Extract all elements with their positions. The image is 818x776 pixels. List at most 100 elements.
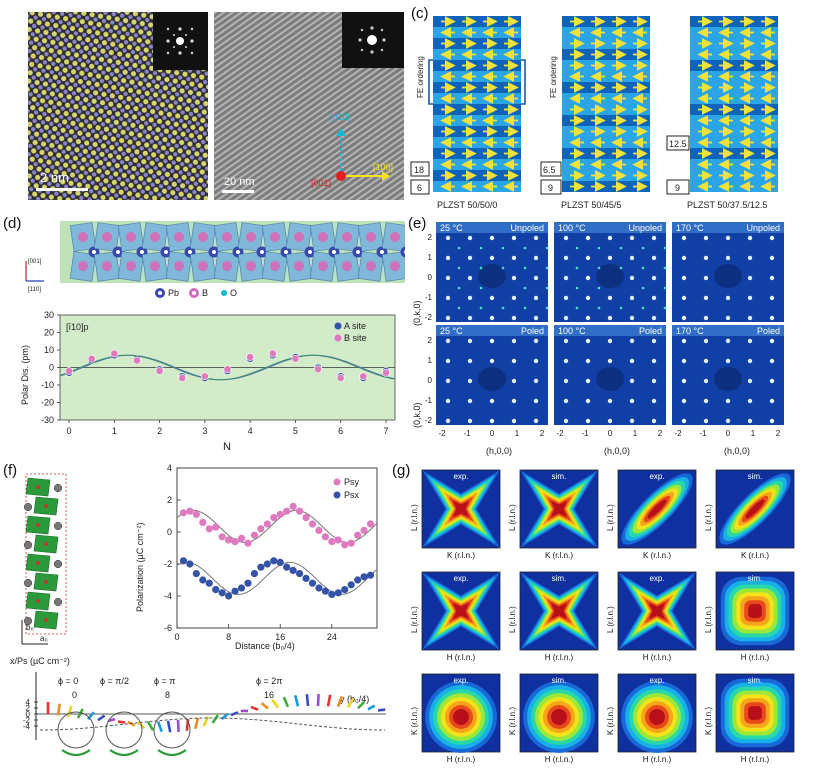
psy-point bbox=[237, 534, 246, 542]
bragg-peak bbox=[533, 418, 539, 424]
bragg-peak bbox=[681, 295, 687, 301]
domain-stripe bbox=[562, 115, 650, 126]
contour-level bbox=[453, 709, 469, 725]
tile-header bbox=[436, 325, 548, 336]
psx-point bbox=[205, 579, 213, 587]
bragg-peak bbox=[651, 358, 657, 364]
contour-map: exp. L (r.l.n.) H (r.l.n.) bbox=[410, 571, 501, 662]
domain-stripe bbox=[433, 49, 521, 60]
bragg-peak bbox=[533, 295, 539, 301]
pb-atom-center bbox=[260, 250, 264, 254]
bragg-peak bbox=[703, 275, 709, 281]
bragg-peak bbox=[445, 295, 451, 301]
psx-point bbox=[192, 570, 200, 578]
caption-c3: PLZST 50/37.5/12.5 bbox=[687, 200, 767, 210]
map-tag: sim. bbox=[552, 472, 567, 481]
polarization-arrow bbox=[107, 717, 116, 723]
map-tag: exp. bbox=[649, 472, 664, 481]
superlattice-peak bbox=[597, 286, 601, 290]
y-tick-label: -1 bbox=[425, 396, 433, 405]
panel-d-chart: -30 -20 -10 0 10 20 30 0 1 2 3 4 5 6 7 [ī10]p A site B… bbox=[20, 310, 396, 453]
x-tick-label: 0 bbox=[726, 429, 731, 438]
o-atom bbox=[44, 542, 48, 546]
psx-point bbox=[347, 581, 355, 589]
psx-point bbox=[334, 589, 342, 597]
superlattice-peak bbox=[641, 246, 645, 250]
superlattice-peak bbox=[597, 266, 601, 270]
domain-stripe bbox=[562, 137, 650, 148]
contour-level bbox=[550, 602, 568, 620]
x-tick-label: 2 bbox=[658, 429, 663, 438]
superlattice-peak bbox=[545, 306, 549, 310]
bragg-peak bbox=[703, 418, 709, 424]
b-site-atom bbox=[222, 232, 232, 242]
bragg-peak bbox=[563, 315, 569, 321]
polarization-arrow bbox=[56, 703, 61, 716]
superlattice-peak bbox=[479, 266, 483, 270]
x-tick-label: 0 bbox=[67, 426, 72, 436]
x-tick-label: 6 bbox=[338, 426, 343, 436]
tile-state: Unpoled bbox=[628, 223, 662, 233]
bragg-peak bbox=[681, 398, 687, 404]
superlattice-peak bbox=[479, 306, 483, 310]
domain-stripe bbox=[690, 16, 778, 27]
domain-stripe bbox=[562, 104, 650, 115]
phi-2pi: ϕ = 2π bbox=[256, 676, 283, 686]
bragg-peak bbox=[563, 295, 569, 301]
bragg-peak bbox=[585, 315, 591, 321]
bragg-peak bbox=[445, 338, 451, 344]
y-tick-label: -2 bbox=[164, 559, 172, 569]
contour-map: exp. K (r.l.n.) H (r.l.n.) bbox=[606, 673, 697, 764]
b-site-atom bbox=[390, 261, 400, 271]
polarization-arrow bbox=[316, 693, 320, 707]
bragg-peak bbox=[769, 275, 775, 281]
bragg-peak bbox=[703, 378, 709, 384]
polarization-arrow bbox=[97, 714, 106, 722]
bragg-peak bbox=[703, 295, 709, 301]
x-tick-label: 8 bbox=[226, 632, 231, 642]
a-site-atom bbox=[23, 502, 33, 512]
b-site-atom bbox=[318, 232, 328, 242]
bragg-peak bbox=[629, 295, 635, 301]
map-ylabel: K (r.l.n.) bbox=[606, 707, 615, 735]
panel-label-a: (a) bbox=[3, 5, 22, 22]
bragg-peak bbox=[585, 378, 591, 384]
contour-map: sim. K (r.l.n.) H (r.l.n.) bbox=[508, 673, 599, 764]
bragg-peak bbox=[511, 275, 517, 281]
bragg-peak bbox=[747, 358, 753, 364]
bragg-peak bbox=[563, 275, 569, 281]
tile-temp: 100 °C bbox=[558, 223, 586, 233]
wave-ylabel: x/Ps (µC cm⁻²) bbox=[10, 656, 70, 666]
psx-point bbox=[186, 560, 194, 568]
axis-tag-d-1: [001] bbox=[28, 259, 42, 265]
domain-stripe bbox=[433, 126, 521, 137]
b-site-atom bbox=[174, 261, 184, 271]
b-site-atom bbox=[174, 232, 184, 242]
b-site-point bbox=[382, 368, 390, 377]
superlattice-peak bbox=[597, 306, 601, 310]
psx-point bbox=[225, 592, 233, 600]
tile-state: Poled bbox=[639, 326, 662, 336]
psx-point bbox=[179, 557, 188, 565]
domain-stripe bbox=[433, 60, 521, 71]
domain-stripe bbox=[690, 27, 778, 38]
bragg-peak bbox=[563, 338, 569, 344]
superlattice-peak bbox=[545, 286, 549, 290]
map-tag: exp. bbox=[649, 574, 664, 583]
pb-atom bbox=[400, 246, 405, 258]
b-site-point bbox=[200, 372, 209, 381]
bragg-peak bbox=[467, 398, 473, 404]
domain-stripe bbox=[433, 27, 521, 38]
map-ylabel: L (r.l.n.) bbox=[704, 606, 713, 633]
psx-point bbox=[341, 586, 349, 594]
x-tick-label: 0 bbox=[490, 429, 495, 438]
map-ylabel: L (r.l.n.) bbox=[704, 504, 713, 531]
domain-stripe bbox=[433, 181, 521, 192]
polarization-arrow bbox=[76, 708, 84, 719]
polarization-arrow bbox=[166, 720, 172, 733]
panel-label-e: (e) bbox=[408, 215, 427, 232]
dir-001-label: [001] bbox=[311, 178, 331, 188]
b-site-atom bbox=[126, 232, 136, 242]
x-tick-label: 2 bbox=[157, 426, 162, 436]
domain-stripe bbox=[690, 126, 778, 137]
